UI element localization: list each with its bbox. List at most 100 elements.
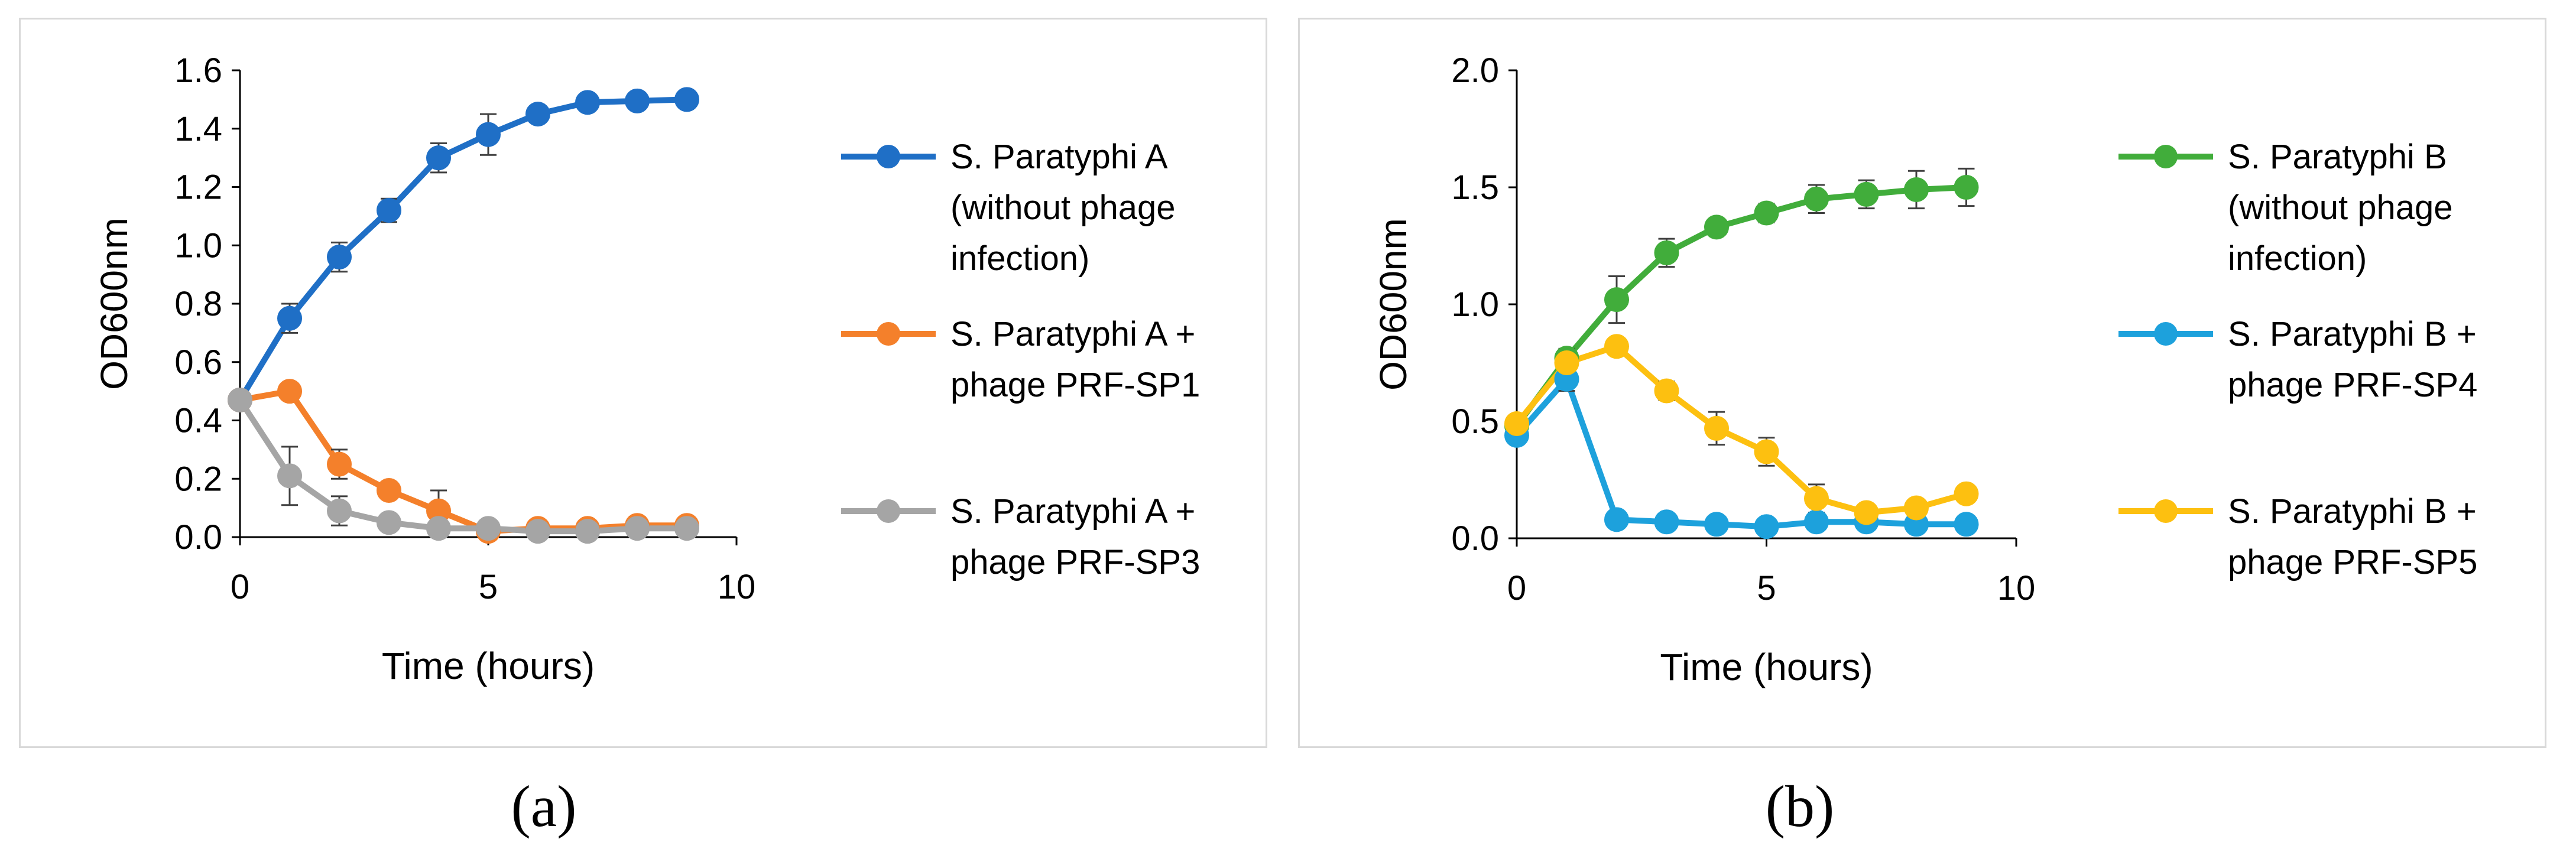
chart-b-legend-2-swatch-marker [2154,322,2178,346]
chart-b-series-3-point [1604,334,1629,359]
chart-a-series-2-point [377,478,401,503]
chart-a-x-tick-label: 10 [718,568,756,606]
chart-a-series-2-line [239,388,687,535]
chart-a-series-1-point [625,88,650,113]
chart-a-legend-3-label: S. Paratyphi A + [950,492,1195,531]
chart-a-legend-1-label: infection) [950,239,1089,278]
chart-b-series-3-point [1704,415,1729,441]
chart-a-legend-2-label: S. Paratyphi A + [950,315,1195,353]
chart-b-series-3-point [1504,411,1529,436]
chart-a-legend-2-swatch-marker [877,322,900,346]
chart-a-legend-2-label: phage PRF-SP1 [950,366,1200,404]
caption-b: (b) [1765,773,1835,839]
chart-a-y-tick-label: 0.4 [174,402,222,440]
chart-b-series-3-point [1954,481,1979,506]
chart-panel-a: 0.0 0.2 0.4 0.6 0.8 1.0 1.2 1.4 1.6 0 5 10 Time (hou… [19,18,1267,748]
chart-b-y-tick-label: 0.0 [1451,519,1499,558]
chart-b-x-tick-label: 0 [1507,569,1526,607]
chart-b-y-tick-label: 1.0 [1451,285,1499,324]
chart-a-series-3-point [377,510,401,535]
chart-b-y-tick-label: 0.5 [1451,402,1499,441]
chart-a-series-2-point [327,451,352,477]
chart-b-y-tick-label: 2.0 [1451,51,1499,90]
chart-b-series-3-point [1554,350,1579,375]
chart-a-series-1-point [277,305,302,331]
chart-b-x-tick-label: 5 [1757,569,1776,607]
chart-b-legend-1-label: S. Paratyphi B [2228,138,2447,176]
chart-a-series-3-line [237,398,687,535]
chart-a-series-1-point [575,90,600,115]
chart-a-x-axis-title: Time (hours) [382,645,595,687]
chart-a-y-tick-label: 0.0 [174,518,222,557]
chart-a-series-1-point [377,198,401,223]
caption-a: (a) [511,773,577,839]
chart-a-y-tick-label: 0.2 [174,460,222,498]
chart-b-series-3-point [1804,486,1829,511]
chart-b-series-2-point [1954,512,1979,537]
chart-a-series-1-point [327,245,352,269]
chart-a-y-tick-label: 0.6 [174,343,222,382]
chart-a-series-3-point [426,516,451,541]
chart-b-series-2-point [1704,512,1729,537]
chart-b-series-2-point [1804,509,1829,535]
chart-a-y-tick-label: 1.6 [174,51,222,90]
chart-b-legend-3-label: S. Paratyphi B + [2228,492,2477,531]
chart-a-svg: 0.0 0.2 0.4 0.6 0.8 1.0 1.2 1.4 1.6 0 5 10 Time (hou… [93,51,1200,687]
chart-a-series-3-point [674,516,699,541]
chart-b-series-1-point [1954,175,1979,200]
chart-b-legend-3-swatch-marker [2154,499,2178,523]
chart-a-y-tick-label: 1.2 [174,168,222,207]
chart-b-y-tick-label: 1.5 [1451,168,1499,207]
chart-b-legend-1-label: (without phage [2228,188,2452,227]
chart-b-series-1-point [1604,287,1629,313]
chart-a-series-2-point [277,379,302,404]
chart-a-series-3-point [575,519,600,544]
chart-a-series-3-point [625,516,650,541]
chart-a-y-tick-label: 1.0 [174,226,222,265]
chart-b-series-3-line [1514,343,1967,516]
chart-b-series-1-point [1704,214,1729,240]
chart-b-legend-2-label: S. Paratyphi B + [2228,315,2477,353]
chart-a-legend-1-label: (without phage [950,188,1175,227]
chart-a-x-tick-label: 5 [479,568,498,606]
chart-b-x-axis-title: Time (hours) [1660,646,1873,688]
chart-a-x-tick-label: 0 [231,568,249,606]
chart-b-legend-2-label: phage PRF-SP4 [2228,366,2477,404]
chart-a-y-tick-label: 0.8 [174,285,222,323]
chart-b-series-2-point [1754,514,1779,539]
chart-b-series-1-point [1654,240,1679,265]
chart-b-x-tick-label: 10 [1997,569,2036,607]
chart-b-series-1-point [1804,186,1829,212]
chart-a-series-1-line [237,96,687,402]
chart-a-series-3-point [228,387,252,412]
chart-b-series-3-point [1654,378,1679,404]
chart-a-legend-3-swatch-marker [877,499,900,523]
chart-b-legend-1-swatch-marker [2154,145,2178,168]
chart-b-series-3-point [1854,500,1879,525]
chart-b-series-1-point [1854,181,1879,207]
chart-a-legend-1-label: S. Paratyphi A [950,138,1168,176]
chart-a-series-1-point [426,145,451,171]
chart-b-series-3-point [1754,439,1779,464]
chart-b-legend-1-label: infection) [2228,239,2367,278]
chart-a-series-3-point [327,498,352,524]
chart-b-legend-3-label: phage PRF-SP5 [2228,543,2477,581]
chart-a-series-3-point [476,516,501,541]
chart-panel-b: 0.0 0.5 1.0 1.5 2.0 0 5 10 Time (hours) OD600nm S.… [1298,18,2546,748]
chart-a-y-axis-title: OD600nm [93,217,135,390]
chart-a-series-3-point [525,519,550,544]
chart-b-svg: 0.0 0.5 1.0 1.5 2.0 0 5 10 Time (hours) OD600nm S.… [1372,51,2477,688]
chart-b-series-2-point [1604,507,1629,532]
chart-b-series-3-point [1904,495,1929,521]
chart-b-series-1-point [1754,200,1779,226]
chart-a-legend-3-label: phage PRF-SP3 [950,543,1200,581]
chart-a-legend-1-swatch-marker [877,145,900,168]
chart-b-series-1-line [1514,184,1967,428]
chart-b-y-axis-title: OD600nm [1372,218,1414,391]
chart-b-series-2-line [1514,376,1967,530]
chart-a-series-1-point [674,87,699,112]
chart-a-series-3-point [277,463,302,489]
chart-b-series-1-point [1904,177,1929,202]
chart-a-series-1-point [525,102,550,127]
chart-a-series-1-point [476,122,501,147]
